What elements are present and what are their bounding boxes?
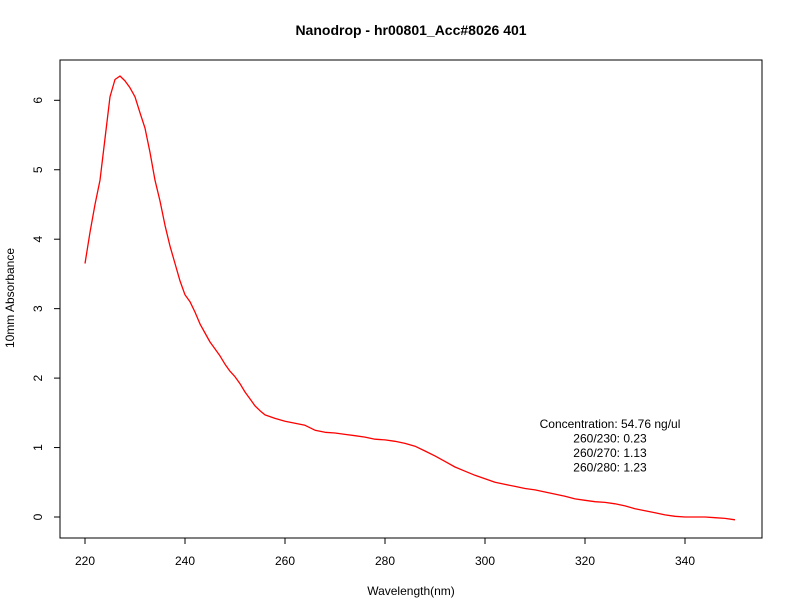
ratio-text: 260/270: 1.13	[573, 446, 647, 460]
y-axis: 0 1 2 3 4 5 6	[31, 97, 61, 520]
x-axis: 220 240 260 280 300 320 340	[75, 537, 695, 568]
concentration-text: Concentration: 54.76 ng/ul	[540, 417, 681, 431]
absorbance-line	[84, 75, 736, 521]
y-tick-label: 3	[31, 305, 45, 312]
x-tick-label: 220	[75, 554, 95, 568]
ratio-text: 260/230: 0.23	[573, 432, 647, 446]
chart-title: Nanodrop - hr00801_Acc#8026 401	[295, 22, 526, 38]
plot-frame	[59, 59, 763, 539]
y-tick-label: 0	[31, 513, 45, 520]
y-tick-label: 5	[31, 166, 45, 173]
ratio-text: 260/280: 1.23	[573, 461, 647, 475]
y-tick-label: 6	[31, 97, 45, 104]
x-tick-label: 260	[275, 554, 295, 568]
x-tick-label: 240	[175, 554, 195, 568]
y-tick-label: 2	[31, 374, 45, 381]
y-axis-label: 10mm Absorbance	[3, 248, 17, 348]
x-axis-label: Wavelength(nm)	[367, 584, 455, 598]
x-tick-label: 280	[375, 554, 395, 568]
x-tick-label: 320	[575, 554, 595, 568]
x-tick-label: 300	[475, 554, 495, 568]
x-tick-label: 340	[675, 554, 695, 568]
y-tick-label: 4	[31, 236, 45, 243]
y-tick-label: 1	[31, 444, 45, 451]
series-layer	[84, 75, 736, 521]
